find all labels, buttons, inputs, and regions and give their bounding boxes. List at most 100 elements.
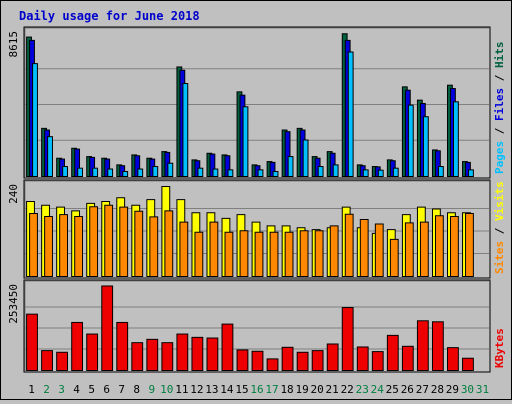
bar-pages-day-12	[197, 167, 204, 177]
bar-pages-day-7	[122, 171, 129, 177]
x-tick-label: 17	[265, 383, 278, 396]
x-tick-label: 2	[43, 383, 50, 396]
bar-pages-day-10	[167, 162, 174, 178]
x-tick-label: 30	[461, 383, 474, 396]
bar-sites-day-5	[89, 206, 99, 277]
x-tick-label: 5	[88, 383, 95, 396]
x-tick-label: 31	[476, 383, 489, 396]
bar-pages-day-18	[287, 156, 294, 177]
x-axis-labels: 1 2 3 4 5 6 7 8 9 10 11 12 13 14 15 16 17 18 19 20 21 22 23 24 2…	[28, 383, 489, 396]
bar-kbytes-day-5	[86, 333, 99, 371]
x-tick-label: 21	[326, 383, 339, 396]
bar-pages-day-29	[453, 101, 459, 177]
bar-pages-day-17	[272, 171, 279, 177]
bar-sites-day-15	[239, 230, 249, 277]
bar-kbytes-day-7	[116, 321, 129, 371]
bar-kbytes-day-29	[447, 347, 459, 372]
bar-pages-day-27	[422, 116, 429, 177]
bar-pages-day-14	[227, 169, 234, 177]
y-max-label: 253450	[7, 284, 20, 324]
bar-kbytes-day-12	[191, 336, 204, 371]
bar-kbytes-day-13	[206, 337, 219, 372]
x-tick-label: 7	[118, 383, 125, 396]
bar-files-day-13	[209, 153, 216, 178]
x-tick-label: 1	[28, 383, 35, 396]
bar-sites-day-12	[194, 231, 204, 277]
bar-kbytes-day-17	[266, 358, 279, 372]
legend-entry: Sites	[493, 241, 506, 274]
x-tick-label: 15	[235, 383, 248, 396]
bar-pages-day-19	[302, 139, 309, 177]
bar-kbytes-day-22	[341, 307, 354, 371]
bar-sites-day-7	[119, 206, 129, 277]
bar-kbytes-day-26	[401, 345, 414, 371]
bar-pages-day-13	[212, 168, 219, 178]
legend-requests: Pages / Files / Hits	[493, 42, 506, 175]
x-tick-label: 11	[175, 383, 188, 396]
bar-files-day-4	[74, 148, 81, 178]
x-tick-label: 26	[401, 383, 414, 396]
bar-kbytes-day-10	[161, 342, 174, 371]
bar-sites-day-1	[29, 213, 38, 277]
bar-kbytes-day-15	[236, 349, 249, 371]
bar-kbytes-day-11	[176, 333, 189, 371]
bar-kbytes-day-28	[431, 321, 444, 372]
bar-pages-day-4	[77, 167, 84, 177]
bar-kbytes-day-4	[71, 321, 84, 371]
bar-pages-day-26	[407, 104, 414, 177]
x-tick-label: 23	[356, 383, 369, 396]
bar-pages-day-20	[317, 166, 324, 178]
bar-pages-day-5	[92, 167, 99, 177]
x-tick-label: 25	[386, 383, 399, 396]
legend-entry: /	[493, 68, 506, 88]
bar-pages-day-24	[377, 169, 384, 178]
bar-kbytes-day-2	[41, 350, 53, 371]
x-tick-label: 12	[190, 383, 203, 396]
x-tick-label: 10	[160, 383, 173, 396]
bar-sites-day-3	[59, 214, 68, 277]
bar-files-day-28	[434, 150, 441, 178]
bar-kbytes-day-30	[462, 357, 474, 371]
legend-visits: Sites / Visits	[493, 181, 506, 274]
panel-visits: 240 Sites / Visits	[7, 179, 506, 279]
bar-kbytes-day-6	[101, 285, 114, 372]
bar-files-day-17	[269, 161, 276, 177]
bar-sites-day-21	[329, 225, 339, 277]
bar-pages-day-8	[137, 168, 144, 178]
bar-pages-day-16	[257, 169, 264, 177]
bar-pages-day-11	[182, 83, 189, 177]
bar-pages-day-22	[347, 51, 354, 177]
x-tick-label: 20	[311, 383, 324, 396]
chart-panels: 8615 Pages / Files / Hits 240 Sites / Visit…	[7, 26, 506, 373]
x-tick-label: 22	[341, 383, 354, 396]
bar-pages-day-21	[332, 164, 339, 178]
bar-kbytes-day-9	[146, 338, 159, 371]
bar-sites-day-30	[465, 213, 474, 277]
bar-kbytes-day-23	[356, 346, 369, 371]
x-tick-label: 28	[431, 383, 444, 396]
x-tick-label: 19	[295, 383, 308, 396]
panel-kbytes: 253450 KBytes	[7, 279, 506, 373]
bar-files-day-18	[284, 131, 291, 177]
x-tick-label: 13	[205, 383, 218, 396]
bar-kbytes-day-24	[371, 351, 384, 372]
bar-sites-day-19	[299, 230, 309, 277]
legend-kbytes: KBytes	[493, 328, 506, 368]
x-tick-label: 24	[371, 383, 385, 396]
bar-pages-day-25	[392, 167, 399, 177]
bar-sites-day-13	[209, 221, 219, 277]
bar-pages-day-15	[242, 106, 249, 177]
bar-pages-day-3	[62, 166, 68, 178]
bar-sites-day-20	[314, 230, 324, 277]
bar-pages-day-30	[468, 169, 474, 177]
bar-sites-day-10	[164, 210, 174, 277]
legend-entry: Visits	[493, 181, 506, 221]
bar-kbytes-day-16	[251, 350, 264, 372]
bar-kbytes-day-14	[221, 323, 234, 371]
bar-files-day-8	[134, 155, 141, 178]
bar-sites-day-26	[404, 222, 414, 277]
bar-kbytes-day-1	[26, 313, 38, 372]
bar-kbytes-day-19	[296, 351, 309, 371]
y-max-label: 240	[7, 184, 20, 204]
